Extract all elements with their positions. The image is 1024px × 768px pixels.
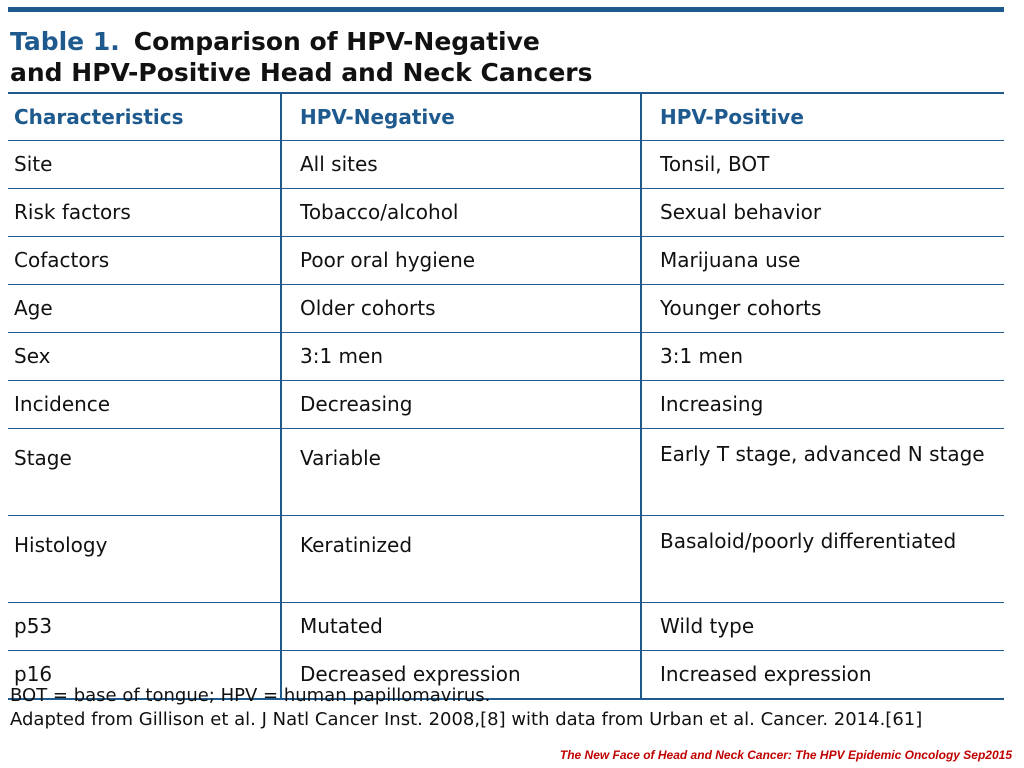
cell-hpv-positive: Increased expression <box>640 650 1004 699</box>
cell-hpv-negative: Variable <box>280 428 641 516</box>
header-characteristics: Characteristics <box>8 93 281 141</box>
table-row: Age Older cohorts Younger cohorts <box>8 284 1004 333</box>
header-row: Characteristics HPV-Negative HPV-Positiv… <box>8 93 1004 141</box>
title-line-2: and HPV-Positive Head and Neck Cancers <box>10 58 593 87</box>
footnotes: BOT = base of tongue; HPV = human papill… <box>10 684 1000 732</box>
top-rule <box>8 7 1004 12</box>
header-hpv-negative: HPV-Negative <box>280 93 641 141</box>
cell-hpv-positive: Sexual behavior <box>640 188 1004 237</box>
comparison-table-container: Characteristics HPV-Negative HPV-Positiv… <box>8 92 1004 700</box>
cell-hpv-positive: Increasing <box>640 380 1004 429</box>
cell-characteristic: Stage <box>8 428 281 516</box>
cell-hpv-negative: Decreased expression <box>280 650 641 699</box>
cell-hpv-positive: Younger cohorts <box>640 284 1004 333</box>
cell-characteristic: Sex <box>8 332 281 381</box>
title-line-1: Table 1. Comparison of HPV-Negative <box>10 26 1000 57</box>
footnote-citation: Adapted from Gillison et al. J Natl Canc… <box>10 709 923 730</box>
table-row: Risk factors Tobacco/alcohol Sexual beha… <box>8 188 1004 237</box>
table-row: Site All sites Tonsil, BOT <box>8 140 1004 189</box>
header-hpv-positive: HPV-Positive <box>640 93 1004 141</box>
cell-hpv-positive: 3:1 men <box>640 332 1004 381</box>
cell-hpv-positive: Tonsil, BOT <box>640 140 1004 189</box>
cell-hpv-negative: 3:1 men <box>280 332 641 381</box>
table-title: Table 1. Comparison of HPV-Negative and H… <box>10 26 1000 88</box>
cell-hpv-negative: Decreasing <box>280 380 641 429</box>
cell-characteristic: Site <box>8 140 281 189</box>
table-number: Table 1. <box>10 27 120 56</box>
table-row: Histology Keratinized Basaloid/poorly di… <box>8 515 1004 603</box>
cell-characteristic: Risk factors <box>8 188 281 237</box>
source-caption: The New Face of Head and Neck Cancer: Th… <box>559 748 1012 762</box>
footnote-abbreviations: BOT = base of tongue; HPV = human papill… <box>10 685 491 706</box>
cell-hpv-negative: Older cohorts <box>280 284 641 333</box>
cell-characteristic: p16 <box>14 662 53 686</box>
comparison-table: Characteristics HPV-Negative HPV-Positiv… <box>8 92 1004 700</box>
cell-characteristic: Histology <box>8 515 281 603</box>
cell-hpv-negative: Keratinized <box>280 515 641 603</box>
table-row: p53 Mutated Wild type <box>8 602 1004 651</box>
cell-hpv-negative: All sites <box>280 140 641 189</box>
cell-characteristic: p53 <box>8 602 281 651</box>
table-row: Sex 3:1 men 3:1 men <box>8 332 1004 381</box>
cell-hpv-negative: Poor oral hygiene <box>280 236 641 285</box>
table-row: p16 Decreased expression Increased expre… <box>8 650 1004 699</box>
cell-hpv-negative: Tobacco/alcohol <box>280 188 641 237</box>
table-row: Cofactors Poor oral hygiene Marijuana us… <box>8 236 1004 285</box>
cell-characteristic: Age <box>8 284 281 333</box>
table-row: Stage Variable Early T stage, advanced N… <box>8 428 1004 516</box>
table-row: Incidence Decreasing Increasing <box>8 380 1004 429</box>
cell-characteristic: Incidence <box>8 380 281 429</box>
title-text-1: Comparison of HPV-Negative <box>133 27 540 56</box>
cell-hpv-positive: Wild type <box>640 602 1004 651</box>
cell-hpv-positive: Early T stage, advanced N stage <box>640 428 1004 516</box>
cell-hpv-positive: Basaloid/poorly differentiated <box>640 515 1004 603</box>
cell-characteristic: Cofactors <box>8 236 281 285</box>
cell-hpv-negative: Mutated <box>280 602 641 651</box>
cell-hpv-positive: Marijuana use <box>640 236 1004 285</box>
